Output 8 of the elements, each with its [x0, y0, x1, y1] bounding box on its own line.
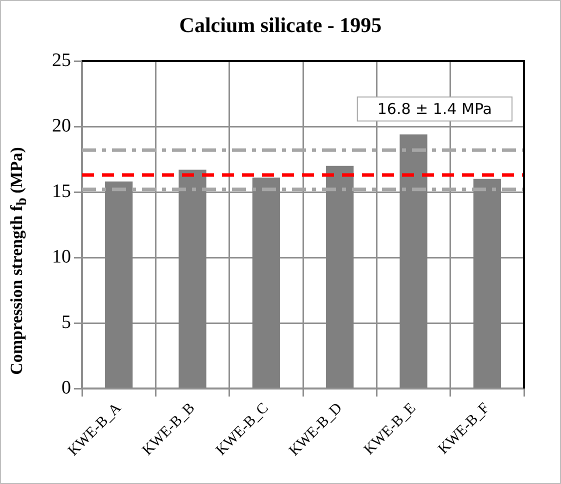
y-tick-label: 0: [62, 378, 71, 399]
y-tick-label: 25: [52, 50, 71, 71]
y-tick-label: 10: [52, 246, 71, 268]
y-tick-label: 20: [52, 115, 71, 136]
y-tick-label: 15: [52, 181, 71, 202]
annotation: 16.8 ± 1.4 MPa: [377, 100, 492, 118]
y-tick-label: 5: [62, 312, 71, 334]
chart-title: Calcium silicate - 1995: [178, 13, 383, 38]
